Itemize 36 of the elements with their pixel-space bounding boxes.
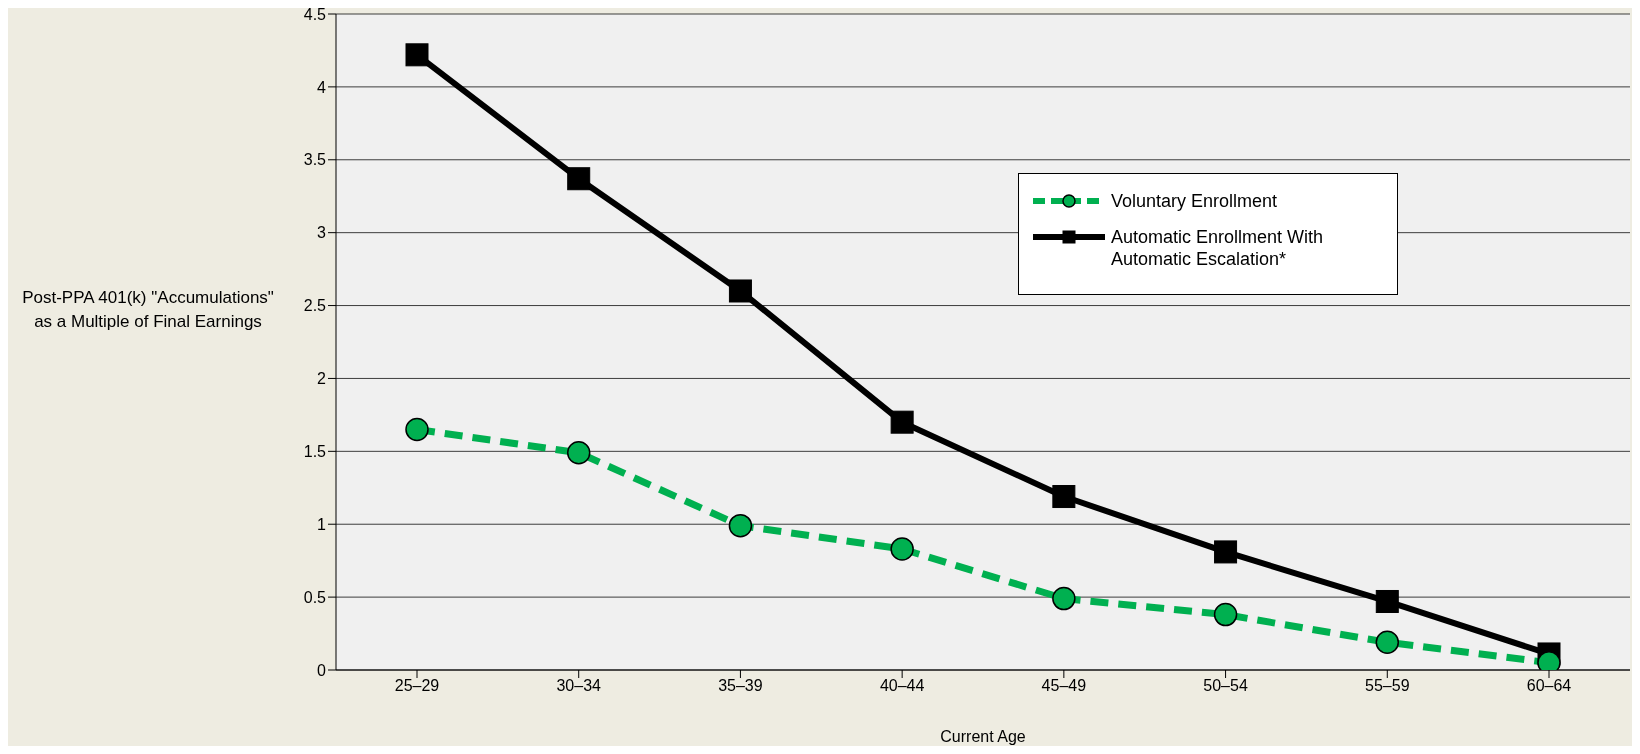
y-tick-label: 4.5 — [303, 5, 327, 23]
y-tick-label: 2.5 — [303, 297, 327, 315]
point — [728, 279, 752, 303]
x-tick-label: 30–34 — [556, 677, 602, 695]
x-tick-label: 35–39 — [718, 677, 763, 695]
y-tick-label: 0.5 — [303, 588, 327, 606]
x-tick-label: 55–59 — [1365, 677, 1410, 695]
y-axis-title: Post-PPA 401(k) "Accumulations" as a Multiple of Final Earnings — [21, 287, 275, 333]
y-tick-label: 2 — [317, 370, 327, 388]
y-tick-label: 1 — [317, 515, 327, 533]
point — [1375, 630, 1400, 655]
x-tick-label: 40–44 — [879, 677, 925, 695]
x-axis-title: Current Age — [940, 728, 1026, 745]
y-tick-label: 1.5 — [303, 443, 327, 461]
point — [890, 410, 914, 434]
point — [1214, 540, 1238, 564]
y-tick-label: 0 — [317, 661, 327, 679]
point — [405, 43, 429, 67]
y-tick-label: 4 — [317, 78, 327, 96]
x-tick-label: 50–54 — [1203, 677, 1248, 695]
point — [890, 537, 914, 561]
x-tick-label: 60–64 — [1526, 677, 1572, 695]
point — [567, 167, 591, 191]
point — [566, 441, 591, 465]
point — [405, 417, 429, 442]
point — [1052, 586, 1076, 611]
y-tick-label: 3 — [317, 224, 327, 242]
x-tick-label: 25–29 — [394, 677, 440, 695]
point — [728, 513, 753, 538]
legend-label: Automatic Enrollment With Automatic Escalation* — [1111, 226, 1325, 270]
point — [1052, 485, 1076, 509]
point — [1375, 589, 1399, 613]
point — [1213, 602, 1238, 627]
x-tick-label: 45–49 — [1041, 677, 1087, 695]
y-tick-label: 3.5 — [303, 151, 327, 169]
legend-label: Voluntary Enrollment — [1111, 190, 1278, 212]
